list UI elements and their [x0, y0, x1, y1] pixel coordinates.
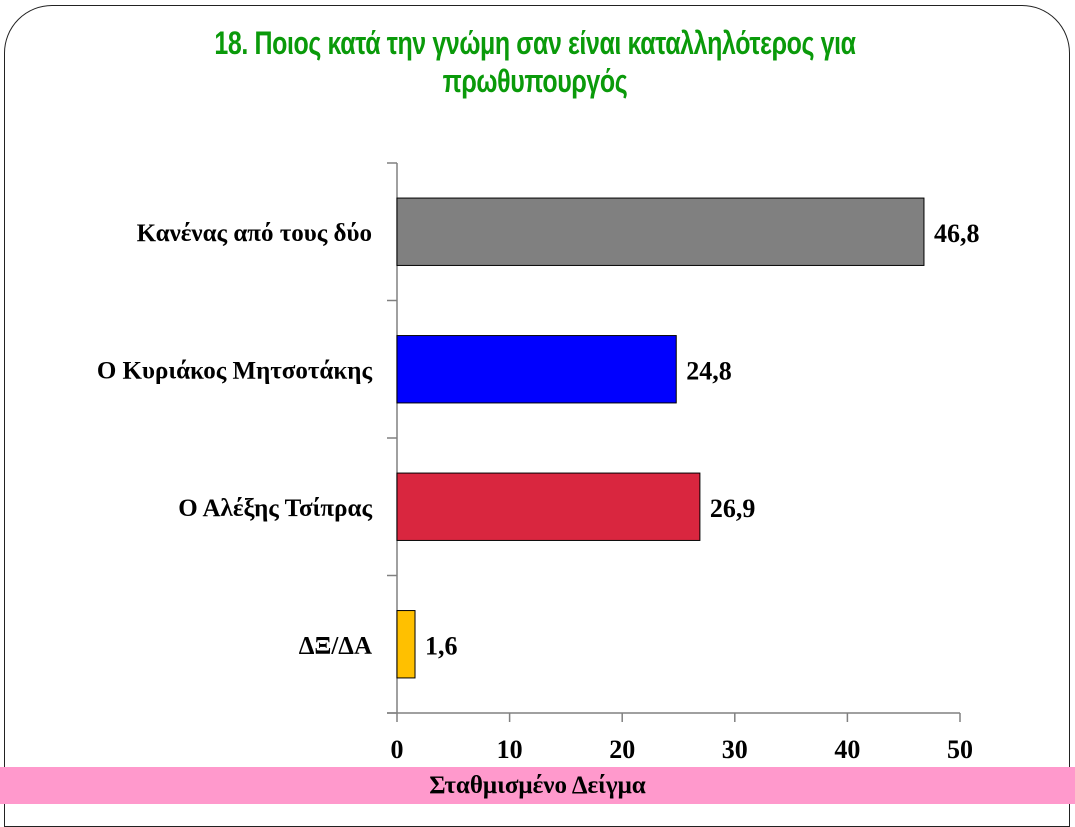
category-label: ΔΞ/ΔΑ — [299, 632, 372, 659]
data-label: 1,6 — [425, 631, 458, 660]
category-label: Ο Αλέξης Τσίπρας — [178, 495, 372, 522]
x-tick-label: 20 — [609, 735, 635, 764]
footer-banner: Σταθμισμένο Δείγμα — [0, 767, 1075, 804]
x-tick-label: 30 — [722, 735, 748, 764]
bar-chart: 0 10 20 30 40 50 Κανένας από τους δύο 46,8 Ο Κυρ… — [97, 162, 980, 764]
chart-title: 18. Ποιος κατά την γνώμη σαν είναι καταλ… — [214, 25, 856, 99]
bar — [396, 197, 925, 266]
x-tick-label: 40 — [834, 735, 860, 764]
x-tick-label: 50 — [947, 735, 973, 764]
bar — [396, 335, 677, 404]
category-label: Κανένας από τους δύο — [137, 220, 372, 247]
data-label: 26,9 — [710, 494, 756, 523]
x-tick-label: 10 — [497, 735, 523, 764]
data-label: 46,8 — [934, 219, 980, 248]
data-label: 24,8 — [686, 356, 732, 385]
category-label: Ο Κυριάκος Μητσοτάκης — [97, 357, 373, 384]
bar — [396, 610, 416, 679]
bar — [396, 472, 701, 541]
x-tick-label: 0 — [391, 735, 404, 764]
